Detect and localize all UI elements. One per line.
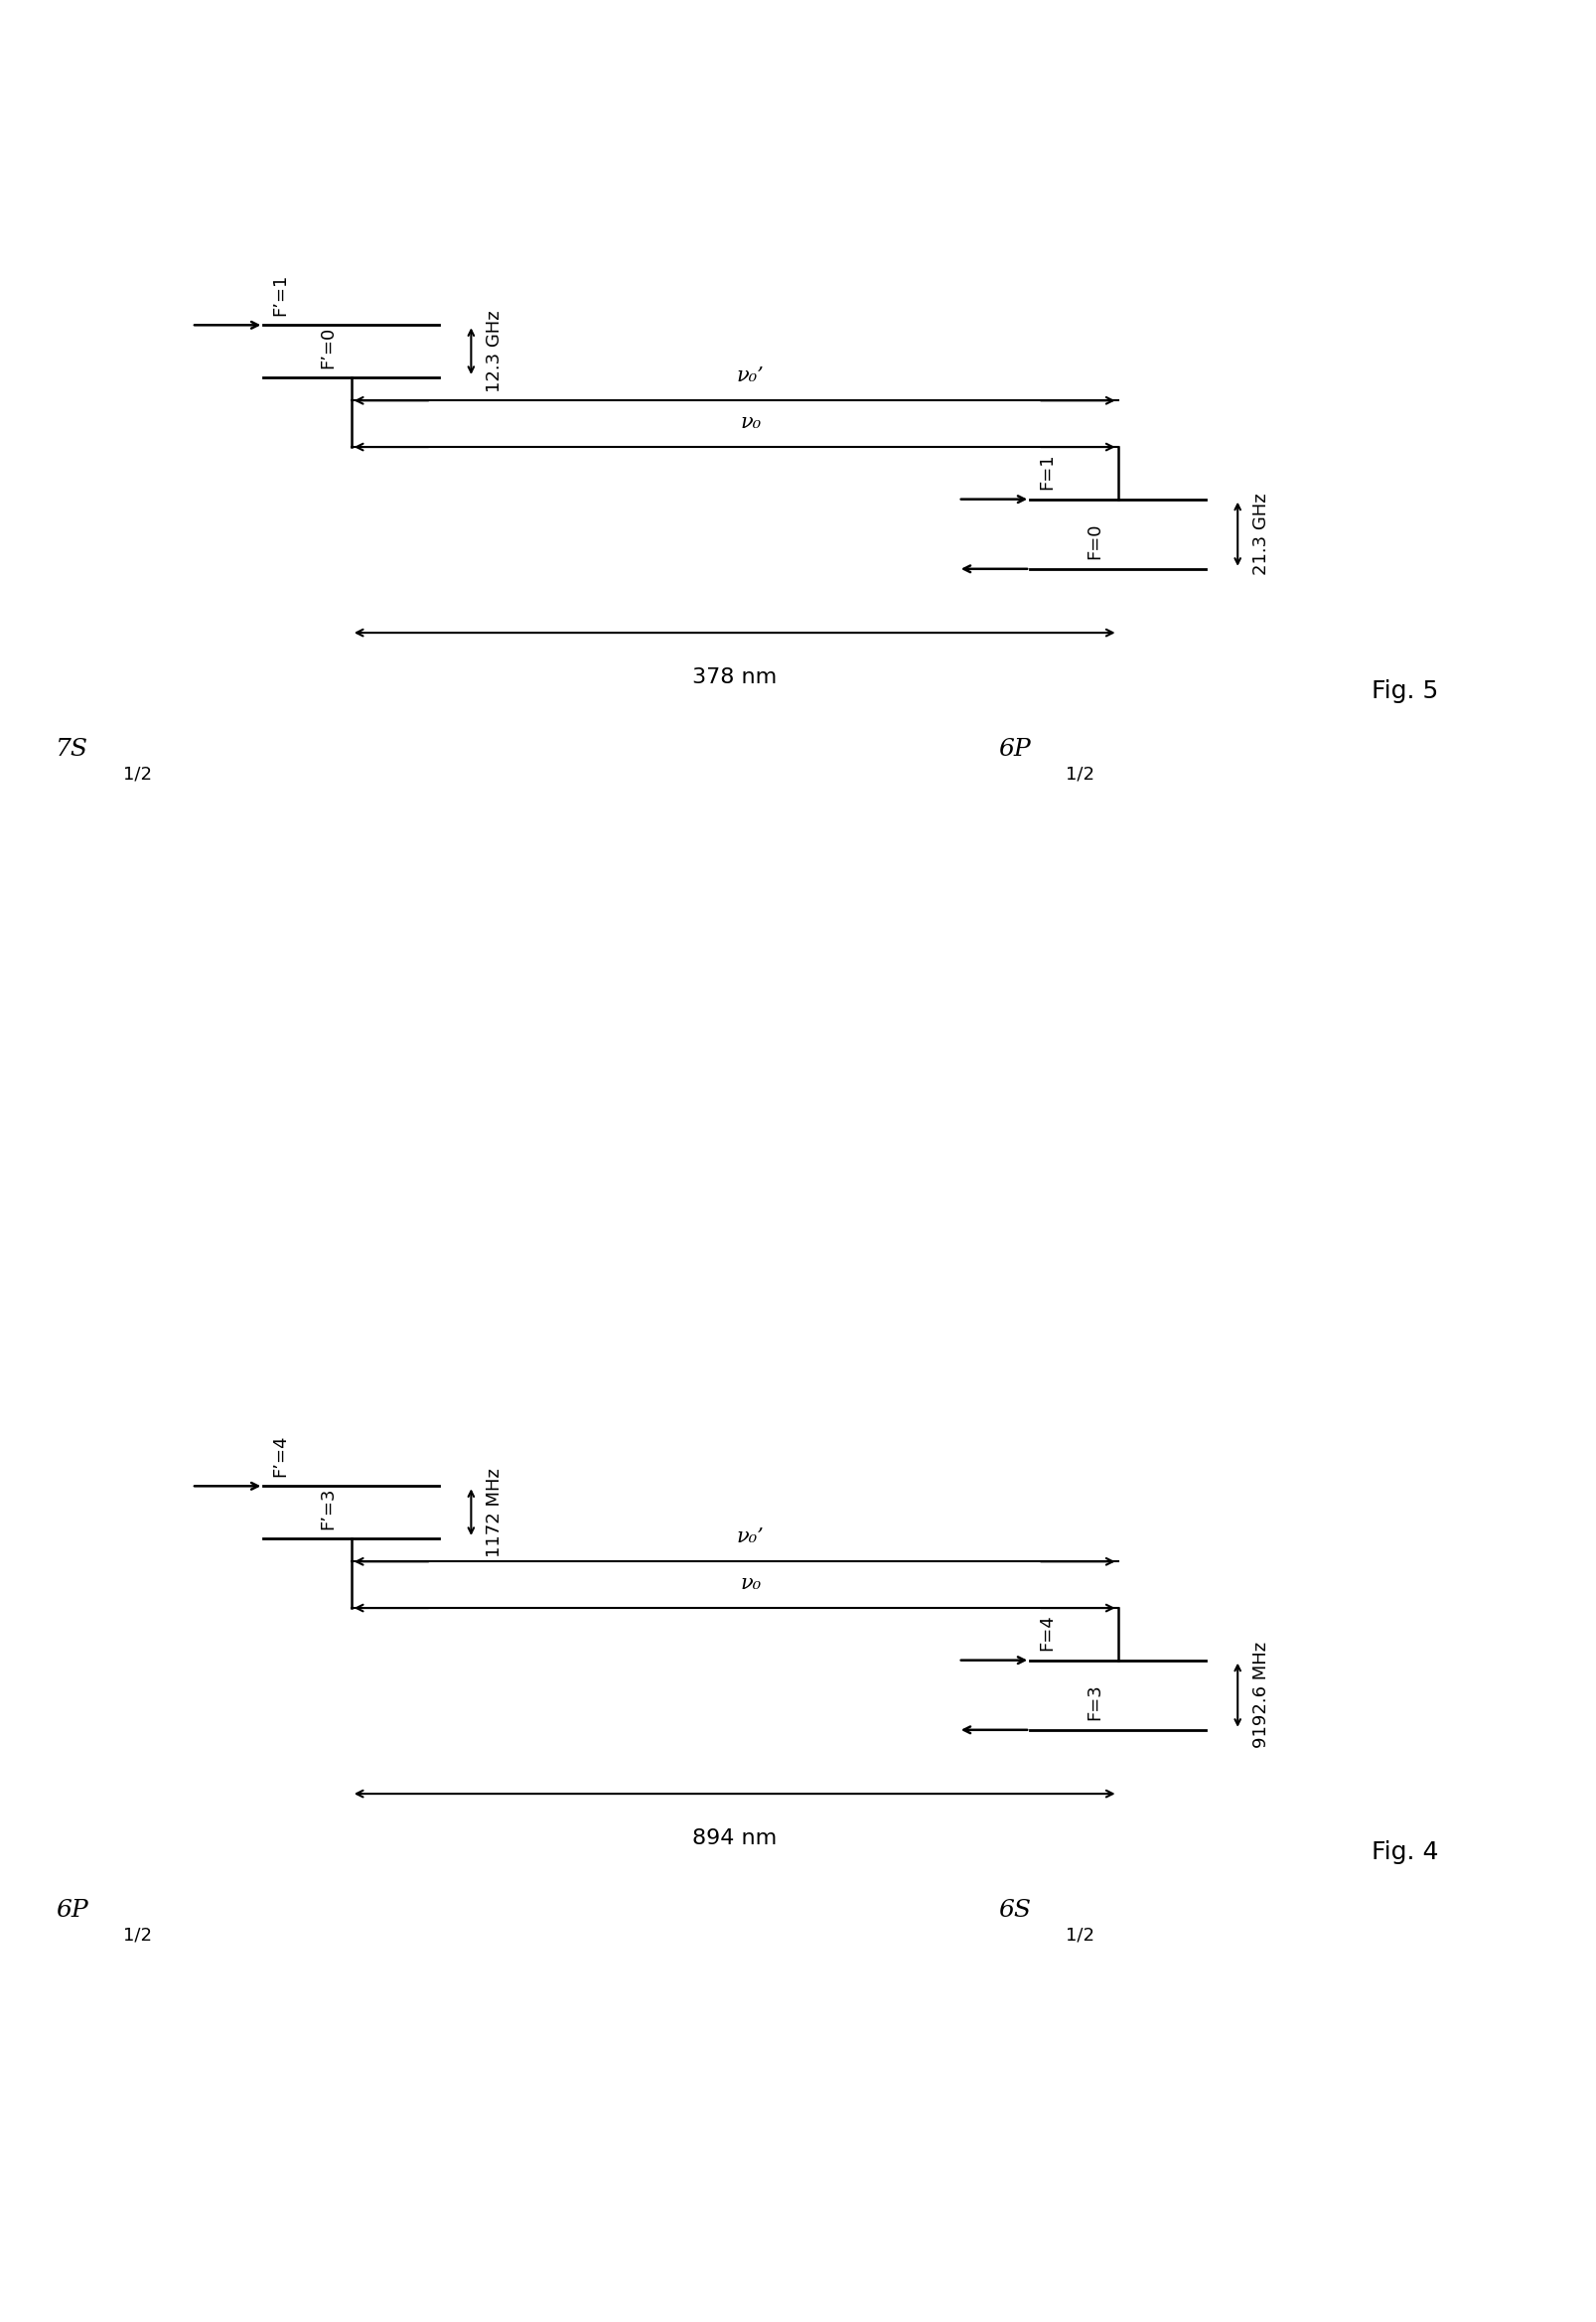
Text: 894 nm: 894 nm bbox=[691, 1830, 777, 1848]
Text: 6P: 6P bbox=[56, 1899, 88, 1920]
Text: ν₀’: ν₀’ bbox=[736, 1528, 764, 1546]
Text: 6S: 6S bbox=[998, 1899, 1031, 1920]
Text: F=0: F=0 bbox=[1085, 522, 1103, 560]
Text: 1172 MHz: 1172 MHz bbox=[485, 1468, 504, 1556]
Text: 1/2: 1/2 bbox=[1065, 766, 1093, 783]
Text: F’=0: F’=0 bbox=[319, 325, 337, 367]
Text: Fig. 4: Fig. 4 bbox=[1371, 1839, 1438, 1865]
Text: F’=1: F’=1 bbox=[271, 274, 289, 316]
Text: 6P: 6P bbox=[998, 738, 1029, 759]
Text: F=4: F=4 bbox=[1037, 1614, 1055, 1651]
Text: Fig. 5: Fig. 5 bbox=[1371, 678, 1438, 704]
Text: 1/2: 1/2 bbox=[123, 766, 152, 783]
Text: ν₀: ν₀ bbox=[739, 1574, 761, 1593]
Text: ν₀’: ν₀’ bbox=[736, 367, 764, 385]
Text: 12.3 GHz: 12.3 GHz bbox=[485, 311, 504, 392]
Text: F’=4: F’=4 bbox=[271, 1435, 289, 1477]
Text: F=3: F=3 bbox=[1085, 1683, 1103, 1721]
Text: 9192.6 MHz: 9192.6 MHz bbox=[1251, 1642, 1270, 1748]
Text: 1/2: 1/2 bbox=[1065, 1927, 1093, 1944]
Text: 1/2: 1/2 bbox=[123, 1927, 152, 1944]
Text: ν₀: ν₀ bbox=[739, 413, 761, 432]
Text: 21.3 GHz: 21.3 GHz bbox=[1251, 492, 1270, 576]
Text: F=1: F=1 bbox=[1037, 453, 1055, 490]
Text: 378 nm: 378 nm bbox=[691, 669, 777, 687]
Text: F’=3: F’=3 bbox=[319, 1486, 337, 1530]
Text: 7S: 7S bbox=[56, 738, 89, 759]
